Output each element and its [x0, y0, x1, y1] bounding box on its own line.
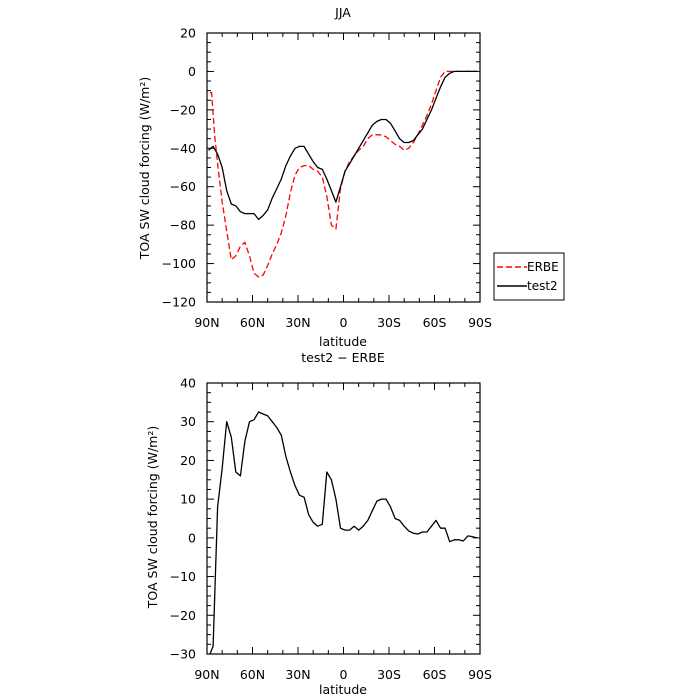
- top-y-tick-label: 20: [180, 26, 196, 41]
- top-chart-title: JJA: [334, 5, 351, 20]
- top-y-tick-label: −100: [162, 256, 196, 271]
- bottom-panel: test2 − ERBE latitude TOA SW cloud forci…: [145, 350, 492, 697]
- legend-label-test2: test2: [527, 279, 558, 293]
- top-x-tick-label: 60N: [240, 315, 265, 330]
- top-series-line-test2: [208, 70, 477, 221]
- bottom-y-tick-label: 20: [180, 453, 196, 468]
- legend-box: [493, 252, 565, 301]
- top-x-tick-label: 0: [340, 315, 348, 330]
- bottom-y-tick-label: 40: [180, 376, 196, 391]
- bottom-y-tick-label: 30: [180, 414, 196, 429]
- bottom-series-line-difference: [209, 411, 478, 655]
- top-y-tick-label: −40: [170, 141, 196, 156]
- top-y-tick-label: −120: [162, 295, 196, 310]
- top-panel: JJA latitude TOA SW cloud forcing (W/m²)…: [137, 5, 492, 349]
- top-x-tick-label: 90S: [468, 315, 492, 330]
- bottom-x-tick-label: 0: [340, 667, 348, 682]
- bottom-x-tick-label: 60N: [240, 667, 265, 682]
- top-y-tick-label: −80: [170, 218, 196, 233]
- bottom-x-tick-label: 90S: [468, 667, 492, 682]
- legend-label-erbe: ERBE: [527, 260, 559, 274]
- top-y-axis-label: TOA SW cloud forcing (W/m²): [137, 77, 152, 260]
- top-y-tick-label: −20: [170, 102, 196, 117]
- bottom-plot-frame: [206, 382, 481, 655]
- bottom-x-tick-label: 90N: [194, 667, 219, 682]
- bottom-x-tick-label: 60S: [423, 667, 447, 682]
- bottom-x-axis-label: latitude: [319, 682, 367, 697]
- top-plot-frame: [206, 32, 481, 303]
- top-legend: ERBE test2: [493, 252, 565, 301]
- top-x-tick-label: 30N: [285, 315, 310, 330]
- bottom-x-tick-label: 30S: [377, 667, 401, 682]
- top-y-tick-label: −60: [170, 179, 196, 194]
- bottom-y-axis-label: TOA SW cloud forcing (W/m²): [145, 426, 160, 609]
- bottom-chart-title: test2 − ERBE: [301, 350, 385, 365]
- top-x-tick-label: 90N: [194, 315, 219, 330]
- bottom-y-tick-label: 10: [180, 492, 196, 507]
- bottom-y-tick-label: −10: [170, 569, 196, 584]
- bottom-y-tick-label: −20: [170, 608, 196, 623]
- bottom-y-tick-label: 0: [188, 530, 196, 545]
- top-x-axis-label: latitude: [319, 334, 367, 349]
- top-x-tick-label: 60S: [423, 315, 447, 330]
- bottom-x-tick-label: 30N: [285, 667, 310, 682]
- top-x-tick-label: 30S: [377, 315, 401, 330]
- top-y-tick-label: 0: [188, 64, 196, 79]
- bottom-y-tick-label: −30: [170, 647, 196, 662]
